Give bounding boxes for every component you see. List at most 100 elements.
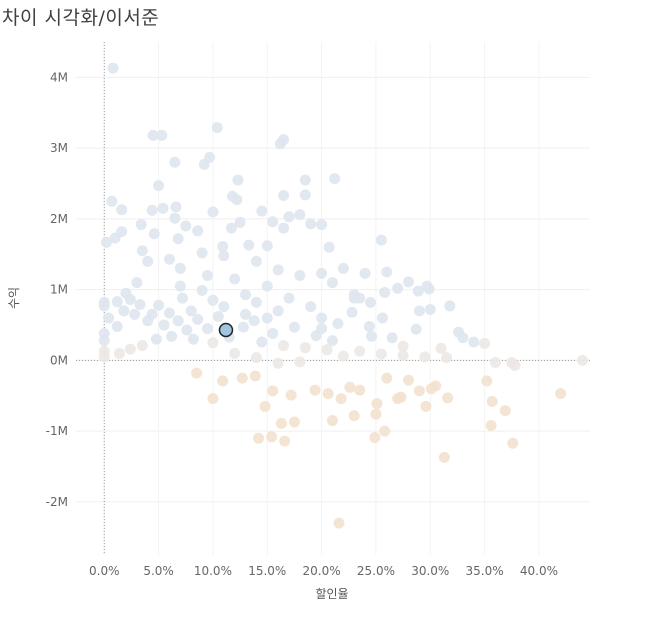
scatter-point — [278, 190, 290, 202]
scatter-point — [479, 337, 491, 349]
scatter-point — [305, 218, 317, 230]
scatter-point — [299, 174, 311, 186]
scatter-point — [267, 328, 279, 340]
scatter-point — [438, 451, 450, 463]
x-axis-ticks: 0.0% 5.0% 10.0% 15.0% 20.0% 25.0% 30.0% 35.0% 40… — [89, 564, 558, 578]
scatter-point — [134, 299, 146, 311]
scatter-point — [191, 367, 203, 379]
scatter-point — [172, 233, 184, 245]
scatter-point — [381, 372, 393, 384]
scatter-point — [156, 129, 168, 141]
y-axis-ticks: 4M 3M 2M 1M 0M -1M -2M — [46, 70, 68, 509]
scatter-point — [413, 385, 425, 397]
scatter-point — [381, 266, 393, 278]
scatter-point — [192, 225, 204, 237]
scatter-point — [192, 313, 204, 325]
scatter-point — [283, 211, 295, 223]
scatter-point — [288, 321, 300, 333]
scatter-point — [172, 315, 184, 327]
scatter-point — [379, 286, 391, 298]
scatter-point — [321, 344, 333, 356]
scatter-point — [231, 194, 243, 206]
scatter-point — [369, 432, 381, 444]
x-tick-label: 5.0% — [143, 564, 174, 578]
scatter-point — [419, 351, 431, 363]
scatter-point — [420, 400, 432, 412]
scatter-point — [236, 372, 248, 384]
scatter-point — [249, 370, 261, 382]
scatter-point — [337, 262, 349, 274]
scatter-point — [181, 324, 193, 336]
scatter-point — [403, 374, 415, 386]
scatter-point — [118, 305, 130, 317]
scatter-point — [486, 395, 498, 407]
scatter-point — [218, 301, 230, 313]
scatter-point — [316, 219, 328, 231]
scatter-point — [211, 122, 223, 134]
scatter-point — [163, 253, 175, 265]
scatter-point — [185, 305, 197, 317]
scatter-point — [136, 245, 148, 257]
scatter-point — [163, 307, 175, 319]
scatter-point — [176, 292, 188, 304]
scatter-point — [250, 352, 262, 364]
scatter-point — [98, 300, 110, 312]
selected-point-layer[interactable] — [218, 322, 234, 338]
scatter-point — [322, 388, 334, 400]
scatter-point — [166, 330, 178, 342]
scatter-point — [207, 294, 219, 306]
y-tick-label: -2M — [46, 495, 68, 509]
scatter-point — [250, 296, 262, 308]
scatter-point — [232, 174, 244, 186]
scatter-point — [256, 205, 268, 217]
scatter-point — [397, 340, 409, 352]
scatter-point — [153, 180, 165, 192]
selected-point[interactable] — [218, 322, 234, 338]
scatter-point — [234, 216, 246, 228]
scatter-point — [267, 216, 279, 228]
scatter-point — [169, 156, 181, 168]
scatter-point — [201, 270, 213, 282]
scatter-point — [274, 138, 286, 150]
scatter-point — [555, 388, 567, 400]
scatter-point — [243, 239, 255, 251]
scatter-point — [392, 393, 404, 405]
scatter-point — [135, 219, 147, 231]
scatter-point — [425, 383, 437, 395]
x-tick-label: 30.0% — [411, 564, 449, 578]
scatter-point — [283, 292, 295, 304]
scatter-point — [348, 292, 360, 304]
x-tick-label: 0.0% — [89, 564, 120, 578]
scatter-point — [423, 283, 435, 295]
scatter-point — [100, 236, 112, 248]
scatter-point — [305, 301, 317, 313]
scatter-point — [157, 202, 169, 214]
scatter-point — [294, 270, 306, 282]
scatter-point — [187, 333, 199, 345]
x-tick-label: 20.0% — [303, 564, 341, 578]
scatter-point — [392, 282, 404, 294]
scatter-point — [354, 345, 366, 357]
scatter-point — [107, 62, 119, 74]
scatter-point — [237, 321, 249, 333]
scatter-point — [116, 226, 128, 238]
scatter-point — [131, 277, 143, 289]
scatter-point — [364, 296, 376, 308]
scatter-point — [267, 385, 279, 397]
scatter-point — [98, 335, 110, 347]
scatter-point — [212, 311, 224, 323]
scatter-point — [386, 332, 398, 344]
scatter-point — [113, 347, 125, 359]
scatter-point — [275, 417, 287, 429]
scatter-point — [225, 222, 237, 234]
scatter-point — [150, 333, 162, 345]
scatter-point — [375, 234, 387, 246]
scatter-point — [158, 319, 170, 331]
scatter-point — [468, 336, 480, 348]
scatter-point — [146, 308, 158, 320]
scatter-point — [217, 375, 229, 387]
scatter-point — [196, 284, 208, 296]
data-points — [98, 62, 588, 529]
scatter-point — [485, 420, 497, 432]
